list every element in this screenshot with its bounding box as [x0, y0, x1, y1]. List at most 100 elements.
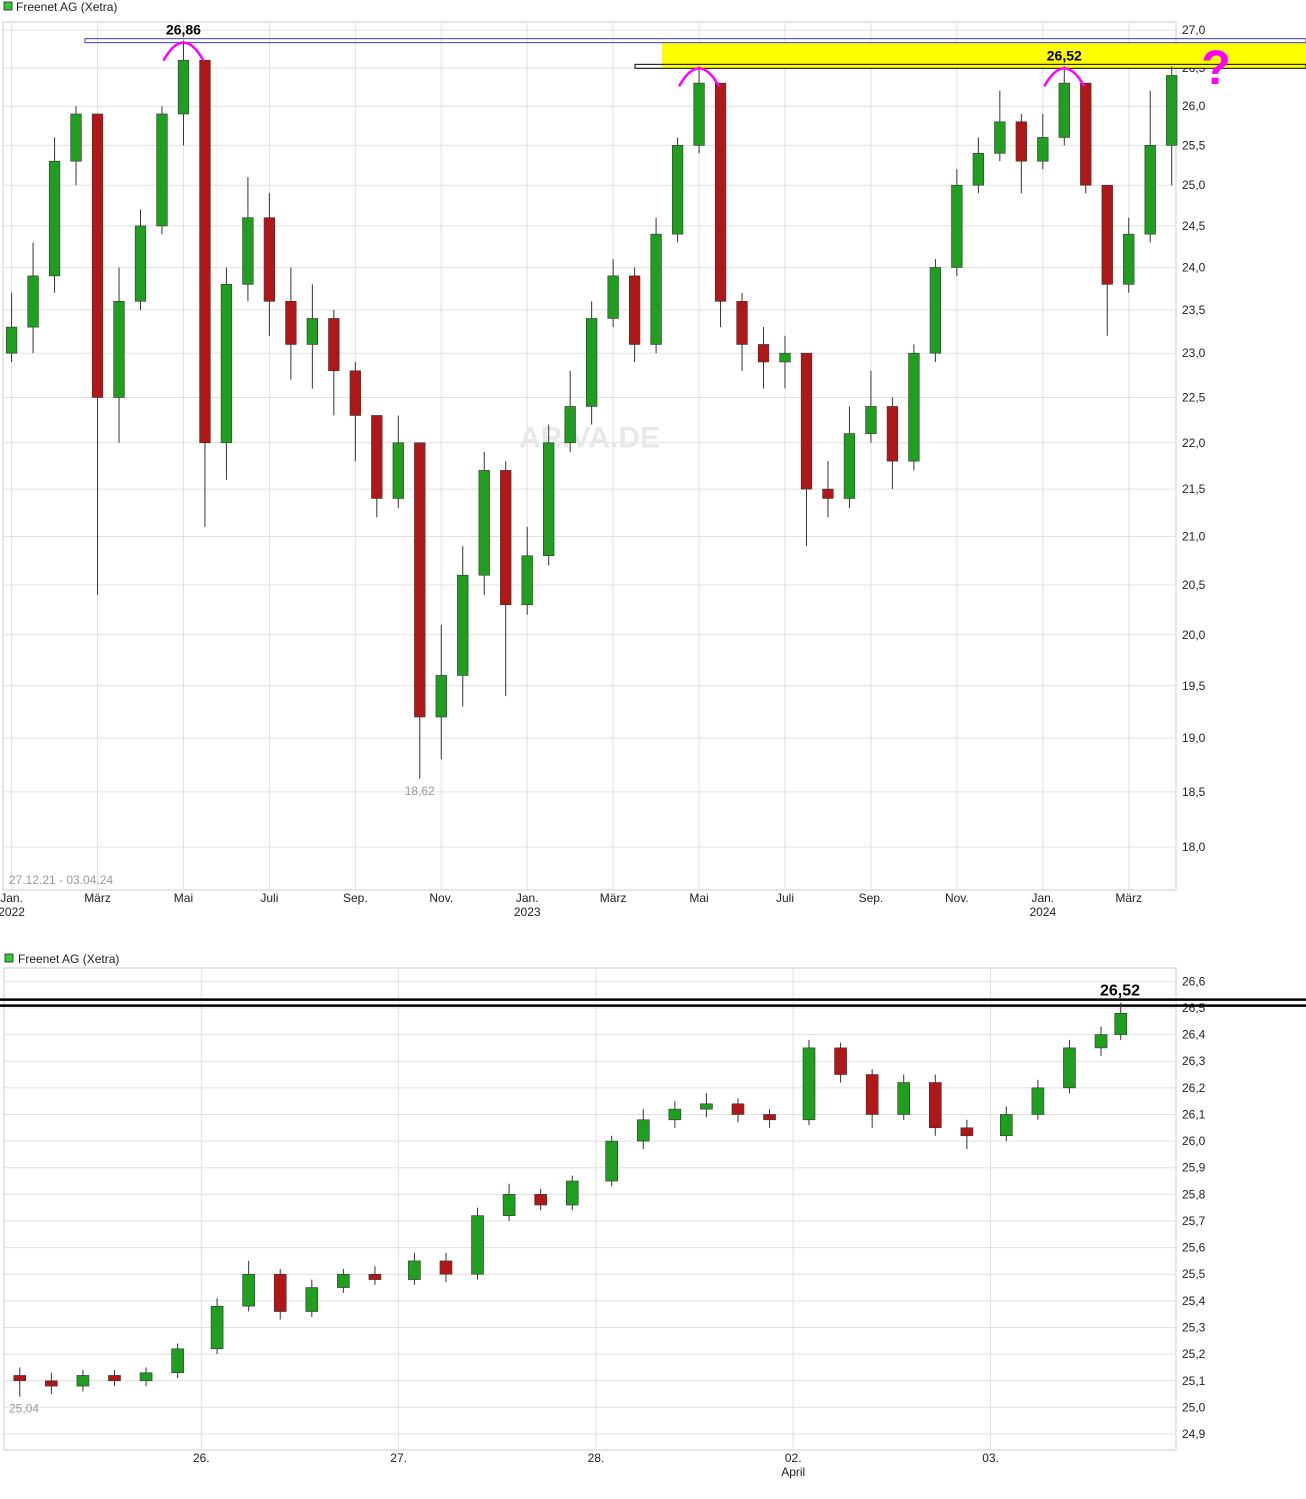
low-label: 18,62	[405, 784, 435, 798]
candle-body	[285, 301, 297, 345]
y-tick-label: 24,5	[1182, 219, 1206, 233]
candle-body	[242, 1273, 255, 1307]
x-tick-label: März	[600, 891, 627, 905]
x-tick-label: März	[1115, 891, 1142, 905]
year-label: 2024	[1029, 905, 1056, 919]
y-tick-label: 22,5	[1182, 390, 1206, 404]
y-tick-label: 26,6	[1182, 974, 1206, 988]
candle-body	[671, 145, 684, 235]
y-tick-label: 25,8	[1182, 1187, 1206, 1201]
candle-body	[500, 470, 512, 606]
candle-body	[865, 406, 877, 434]
candle-body	[607, 275, 619, 319]
candle-body	[700, 1103, 713, 1110]
candle-body	[843, 433, 856, 499]
candle-body	[134, 225, 147, 302]
x-tick-label: Jan.	[0, 891, 23, 905]
range-label: 27.12.21 - 03.04.24	[9, 873, 113, 887]
candle-body	[76, 1375, 90, 1387]
low-label: 25,04	[9, 1402, 39, 1416]
candle-body	[1094, 1034, 1108, 1049]
x-tick-label: Mai	[174, 891, 193, 905]
y-tick-label: 25,5	[1182, 1267, 1206, 1281]
y-tick-label: 24,9	[1182, 1427, 1206, 1441]
candle-body	[305, 1287, 319, 1312]
year-label: 2023	[514, 905, 541, 919]
x-tick-label: Juli	[260, 891, 278, 905]
candle-body	[1101, 184, 1113, 285]
candle-body	[1000, 1114, 1013, 1137]
x-tick-label: Mai	[689, 891, 708, 905]
x-tick-label: März	[84, 891, 111, 905]
candle-body	[457, 574, 469, 676]
candle-body	[439, 1260, 453, 1275]
peak-arc	[162, 41, 205, 62]
year-label: 2022	[0, 905, 25, 919]
peak-arc	[677, 67, 721, 87]
y-tick-label: 25,4	[1182, 1294, 1206, 1308]
y-tick-label: 25,9	[1182, 1161, 1206, 1175]
y-tick-label: 26,2	[1182, 1081, 1206, 1095]
candle-body	[478, 470, 490, 576]
peak-arc	[1043, 67, 1086, 87]
candle-body	[605, 1140, 619, 1182]
candle-body	[1123, 233, 1135, 285]
candle-body	[13, 1375, 27, 1382]
y-tick-label: 25,1	[1182, 1374, 1206, 1388]
candle-body	[628, 275, 641, 345]
x-tick-label: 28.	[588, 1451, 605, 1465]
candle-body	[306, 318, 318, 345]
candle-body	[113, 301, 125, 398]
candle-body	[714, 82, 727, 302]
y-tick-label: 25,5	[1182, 138, 1206, 152]
candle-body	[994, 121, 1006, 154]
x-tick-label: Nov.	[945, 891, 969, 905]
candle-body	[349, 370, 361, 416]
y-tick-label: 20,0	[1182, 628, 1206, 642]
candle-body	[5, 326, 18, 354]
candle-body	[586, 318, 598, 407]
y-tick-label: 20,5	[1182, 578, 1206, 592]
y-tick-label: 26,4	[1182, 1028, 1206, 1042]
candle-body	[736, 301, 748, 345]
candle-body	[45, 1380, 58, 1387]
candle-body	[822, 488, 834, 499]
x-tick-label: Jan.	[1031, 891, 1054, 905]
candle-body	[471, 1215, 484, 1275]
x-tick-label: 03.	[982, 1451, 999, 1465]
candle-body	[263, 217, 276, 302]
candle-body	[1058, 82, 1070, 138]
x-tick-label: 02.	[785, 1451, 802, 1465]
candle-body	[929, 267, 942, 354]
candle-body	[371, 415, 383, 499]
x-tick-label: 27.	[390, 1451, 407, 1465]
candle-body	[972, 152, 984, 186]
candle-body	[1080, 82, 1092, 186]
resistance-line	[84, 38, 1306, 44]
candle-body	[763, 1114, 776, 1121]
candle-body	[408, 1260, 421, 1280]
x-tick-label: Jan.	[516, 891, 539, 905]
candle-body	[693, 82, 705, 146]
month-label: April	[781, 1465, 805, 1479]
candle-body	[731, 1103, 745, 1115]
candle-body	[1063, 1047, 1076, 1089]
candle-body	[220, 284, 233, 444]
y-tick-label: 26,1	[1182, 1107, 1206, 1121]
y-tick-label: 19,5	[1182, 679, 1206, 693]
candle-body	[1114, 1012, 1128, 1035]
y-tick-label: 25,6	[1182, 1241, 1206, 1255]
y-tick-label: 23,5	[1182, 303, 1206, 317]
candle-body	[960, 1127, 974, 1137]
support-line	[634, 63, 1306, 69]
x-tick-label: Sep.	[343, 891, 368, 905]
y-tick-label: 25,7	[1182, 1214, 1206, 1228]
candle-body	[139, 1372, 153, 1382]
candle-body	[834, 1047, 847, 1075]
y-tick-label: 21,0	[1182, 529, 1206, 543]
y-tick-label: 27,0	[1182, 23, 1206, 37]
candle-body	[171, 1348, 184, 1374]
legend-swatch	[4, 953, 14, 963]
candle-body	[534, 1194, 547, 1206]
